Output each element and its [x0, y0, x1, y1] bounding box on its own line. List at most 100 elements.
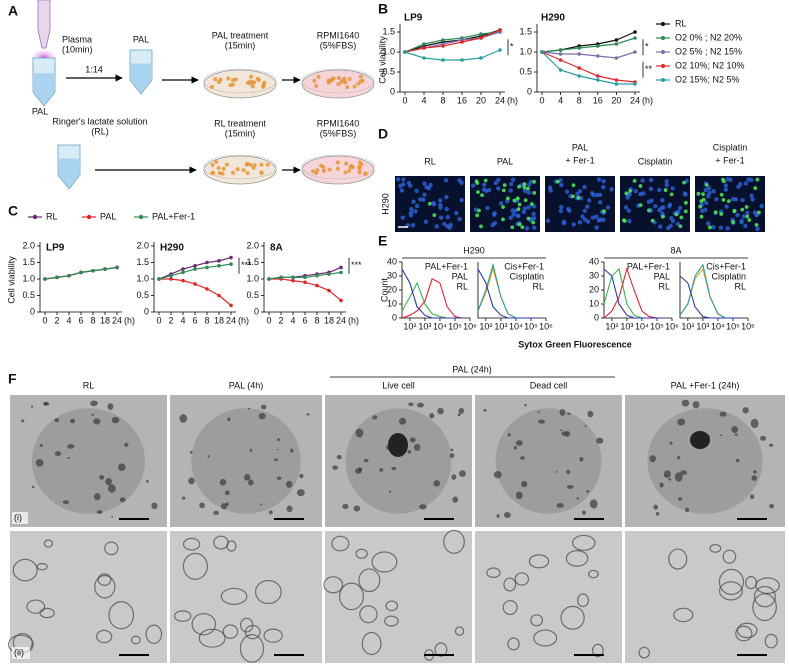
sytox-positive — [501, 217, 505, 222]
x-unit: (h) — [348, 315, 359, 325]
organelle — [36, 562, 48, 571]
sytox-positive — [638, 184, 643, 188]
series-marker — [422, 56, 426, 60]
x-tick-label: 10⁴ — [433, 321, 447, 331]
nucleus — [700, 208, 705, 213]
legend-label: O2 10%; N2 10% — [675, 60, 745, 70]
panel-label: A — [8, 3, 18, 19]
ratio-label: 1:14 — [85, 64, 103, 74]
series-marker — [205, 260, 209, 265]
sytox-positive — [646, 208, 651, 213]
organelle — [513, 446, 518, 450]
cell-dot — [210, 162, 215, 167]
nucleus — [675, 221, 680, 227]
organelle — [259, 503, 263, 506]
organelle — [680, 470, 688, 475]
x-tick-label: 24 — [112, 315, 122, 325]
x-tick-label: 0 — [266, 315, 271, 325]
organelle — [372, 415, 378, 420]
organelle — [692, 401, 700, 409]
nucleus — [667, 202, 673, 207]
nucleus — [723, 183, 729, 188]
organelle — [502, 600, 518, 616]
nucleus — [740, 197, 745, 203]
organelle — [182, 537, 201, 551]
organelle — [668, 477, 672, 481]
organelle — [277, 438, 280, 441]
nucleus — [657, 207, 662, 213]
x-tick-label: 20 — [476, 95, 486, 105]
nucleus — [406, 180, 412, 186]
group-label: H290 — [463, 245, 485, 255]
nucleus — [399, 188, 405, 193]
series-marker — [479, 32, 483, 36]
nucleus — [559, 182, 564, 188]
organelle — [443, 529, 465, 554]
cell-dot — [335, 160, 340, 165]
sytox-positive — [683, 209, 688, 214]
nucleus — [400, 215, 406, 220]
cell-dot — [235, 167, 240, 172]
series-marker — [498, 28, 502, 32]
cell-dot — [312, 78, 317, 83]
series-marker — [181, 270, 185, 275]
nucleus — [434, 224, 439, 229]
x-unit: (h) — [507, 95, 518, 105]
series-marker — [55, 275, 59, 280]
cell-dot — [335, 166, 340, 171]
organelle — [451, 474, 457, 480]
cell-dot — [226, 76, 231, 81]
organelle — [99, 475, 105, 480]
organelle — [752, 593, 777, 622]
x-tick-label: 10² — [403, 321, 416, 331]
x-tick-label: 8 — [314, 315, 319, 325]
tube-liquid — [34, 73, 54, 105]
series-marker — [79, 270, 83, 275]
series-marker — [327, 272, 331, 276]
series-marker — [217, 293, 221, 298]
organelle — [54, 451, 62, 457]
nucleus — [559, 204, 564, 210]
nucleus — [444, 194, 449, 200]
sytox-positive — [632, 179, 637, 183]
sytox-positive — [661, 214, 665, 219]
series-line — [404, 49, 501, 61]
organelle — [565, 549, 589, 567]
organelle — [361, 631, 382, 656]
nucleus — [431, 200, 436, 206]
nucleolus — [388, 433, 408, 457]
organelle — [263, 628, 283, 643]
sytox-positive — [740, 207, 745, 212]
nucleus — [571, 222, 576, 227]
dish-rim — [301, 154, 375, 180]
cell-dot — [211, 170, 216, 175]
legend-label: PAL — [654, 271, 670, 281]
series-marker — [558, 48, 563, 52]
organelle — [768, 443, 774, 447]
column-label: + Fer-1 — [565, 155, 594, 165]
sytox-positive — [571, 194, 575, 199]
sytox-positive — [624, 191, 629, 196]
organelle — [199, 502, 205, 509]
sytox-positive — [510, 225, 515, 230]
organelle — [247, 407, 250, 410]
organelle — [111, 416, 120, 424]
dish-rim — [203, 154, 277, 180]
organelle — [449, 453, 455, 458]
organelle — [363, 458, 369, 463]
cell-body — [647, 408, 763, 514]
dish-rim — [203, 68, 277, 94]
organelle — [276, 476, 282, 481]
sytox-positive — [684, 200, 688, 205]
series-marker — [596, 44, 600, 48]
x-tick-label: 10³ — [418, 321, 431, 331]
organelle — [742, 407, 749, 414]
organelle — [681, 399, 690, 407]
y-tick-label: 30 — [589, 270, 599, 280]
organelle — [576, 497, 580, 500]
series-marker — [303, 280, 307, 285]
nucleus — [601, 184, 606, 190]
nucleus — [438, 205, 443, 210]
nucleus — [755, 226, 760, 232]
cell-dot — [250, 84, 255, 89]
